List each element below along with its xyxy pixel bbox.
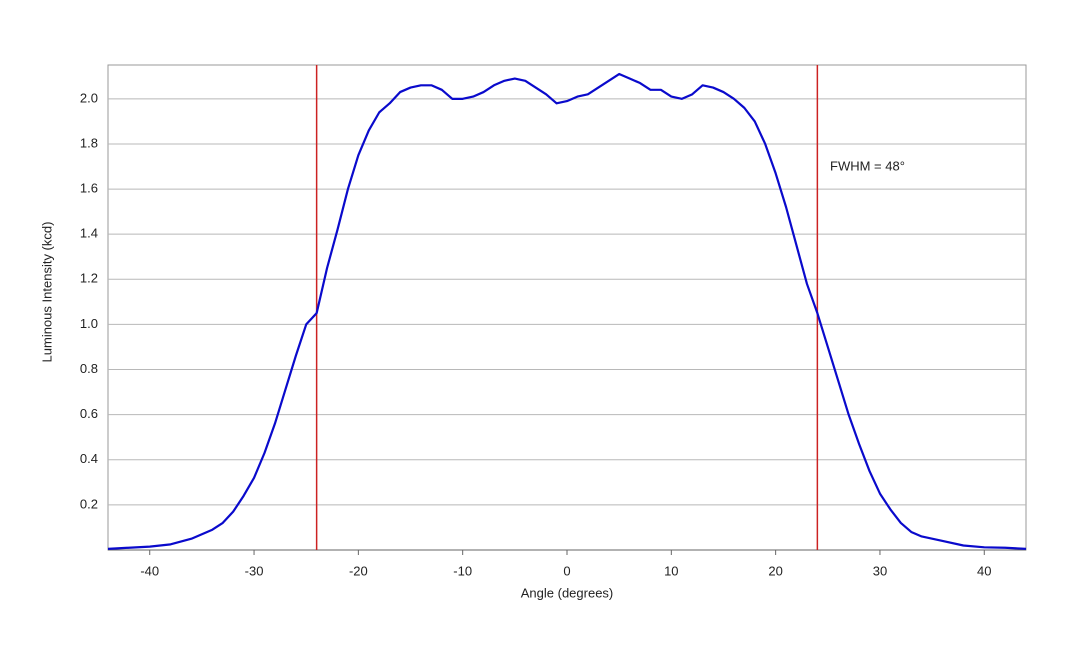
x-tick-label: -20 [349,563,368,578]
y-tick-label: 1.6 [80,181,98,196]
x-tick-label: 40 [977,563,991,578]
y-tick-label: 1.4 [80,226,98,241]
x-tick-label: -30 [245,563,264,578]
x-axis-label: Angle (degrees) [521,585,614,600]
y-tick-label: 2.0 [80,90,98,105]
y-tick-label: 1.8 [80,135,98,150]
plot-frame [107,64,1027,551]
y-tick-label: 0.4 [80,451,98,466]
y-axis-label: Luminous Intensity (kcd) [39,222,54,363]
x-tick-label: 0 [563,563,570,578]
x-tick-label: 30 [873,563,887,578]
annotation: FWHM = 48° [830,158,905,173]
y-tick-label: 1.0 [80,316,98,331]
data-line [107,72,1027,550]
x-tick-label: -10 [453,563,472,578]
y-tick-label: 0.6 [80,406,98,421]
x-tick-label: -40 [140,563,159,578]
x-tick-label: 10 [664,563,678,578]
y-tick-label: 0.8 [80,361,98,376]
y-tick-label: 1.2 [80,271,98,286]
x-tick-label: 20 [768,563,782,578]
y-tick-label: 0.2 [80,496,98,511]
